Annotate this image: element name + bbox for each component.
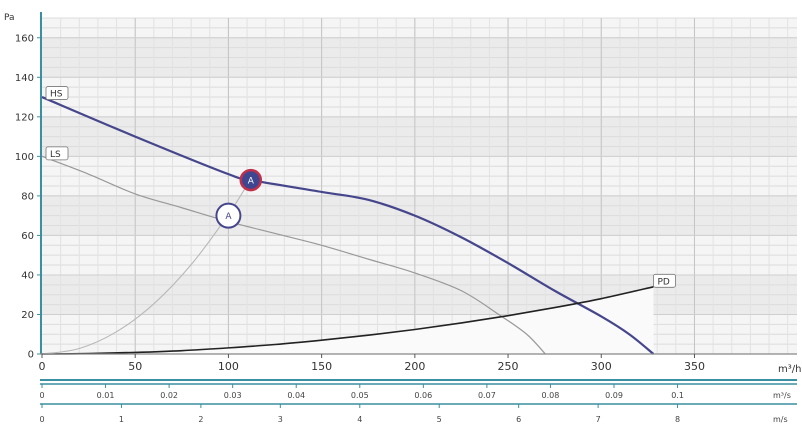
series-tag-ls: LS — [50, 150, 61, 160]
operating-point-label: A — [248, 177, 255, 187]
secondary-tick-label: 7 — [596, 415, 601, 424]
secondary-tick-label: 5 — [437, 415, 442, 424]
secondary-axis-unit: m/s — [773, 415, 788, 424]
x-tick-label: 300 — [591, 360, 612, 373]
x-tick-label: 50 — [128, 360, 142, 373]
series-tag-pd-box — [653, 273, 676, 288]
x-axis-unit: m³/h — [778, 364, 801, 375]
series-tag-pd: PD — [657, 277, 669, 287]
secondary-tick-label: 6 — [516, 415, 521, 424]
pd-area — [42, 286, 654, 354]
series-line-pd — [41, 286, 654, 355]
y-tick-label: 160 — [15, 33, 34, 44]
secondary-tick-label: 2 — [198, 415, 203, 424]
series-tag-hs: HS — [50, 90, 63, 100]
secondary-tick-label: 0.04 — [287, 391, 305, 400]
secondary-tick-label: 8 — [675, 415, 680, 424]
y-tick-label: 140 — [15, 73, 34, 84]
secondary-tick-label: 0.05 — [351, 391, 369, 400]
secondary-tick-label: 0 — [39, 415, 44, 424]
series-line-ls — [41, 155, 546, 355]
secondary-tick-label: 4 — [357, 415, 362, 424]
x-tick-label: 150 — [311, 360, 332, 373]
y-tick-label: 0 — [28, 350, 34, 361]
y-tick-label: 20 — [21, 310, 34, 321]
series-tag-hs-box — [45, 86, 69, 100]
secondary-tick-label: 1 — [119, 415, 124, 424]
x-tick-label: 200 — [404, 360, 425, 373]
y-tick-label: 120 — [15, 112, 34, 123]
secondary-tick-label: 0.02 — [160, 391, 178, 400]
y-tick-label: 100 — [15, 152, 34, 163]
secondary-tick-label: 0.09 — [605, 391, 623, 400]
y-axis-unit: Pa — [4, 13, 15, 23]
secondary-tick-label: 0.1 — [671, 391, 684, 400]
secondary-axis-unit: m³/s — [773, 391, 791, 400]
secondary-tick-label: 0.08 — [542, 391, 560, 400]
x-tick-label: 100 — [218, 360, 239, 373]
x-tick-label: 250 — [498, 360, 519, 373]
x-tick-label: 350 — [684, 360, 705, 373]
operating-point-label: A — [225, 212, 232, 222]
operating-point-marker — [239, 168, 263, 192]
series-line-hs — [41, 96, 655, 355]
secondary-tick-label: 0.06 — [414, 391, 432, 400]
x-tick-label: 0 — [39, 360, 46, 373]
y-tick-label: 40 — [21, 270, 34, 281]
series-tag-ls-box — [45, 146, 69, 161]
secondary-tick-label: 0.01 — [97, 391, 115, 400]
secondary-tick-label: 3 — [278, 415, 283, 424]
y-tick-label: 80 — [21, 191, 34, 202]
secondary-tick-label: 0 — [39, 391, 44, 400]
operating-point-marker — [215, 202, 242, 229]
y-tick-label: 60 — [21, 231, 34, 242]
secondary-tick-label: 0.07 — [478, 391, 496, 400]
secondary-tick-label: 0.03 — [224, 391, 242, 400]
